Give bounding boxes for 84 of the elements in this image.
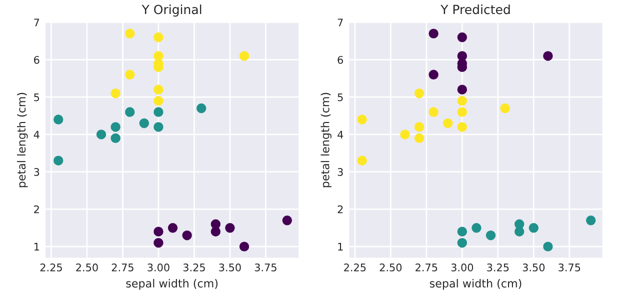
point bbox=[457, 226, 468, 236]
y-tick-label: 7 bbox=[338, 18, 343, 26]
x-tick-label: 2.50 bbox=[380, 264, 402, 272]
point bbox=[457, 107, 468, 117]
x-tick-label: 3.50 bbox=[219, 264, 241, 272]
point bbox=[428, 28, 438, 38]
point bbox=[457, 32, 468, 42]
point bbox=[457, 96, 468, 106]
point bbox=[400, 130, 410, 140]
x-tick-label: 3.00 bbox=[451, 264, 474, 272]
x-axis-title: sepal width (cm) bbox=[430, 278, 522, 290]
x-tick-label: 2.75 bbox=[112, 264, 134, 272]
point bbox=[154, 122, 164, 132]
y-tick-label: 7 bbox=[34, 18, 40, 26]
y-tick-label: 4 bbox=[34, 130, 40, 138]
point bbox=[586, 216, 596, 226]
chart-title: Y Original bbox=[142, 4, 202, 17]
x-tick-label: 3.75 bbox=[254, 264, 276, 272]
y-tick-label: 6 bbox=[338, 56, 343, 64]
x-tick-label: 2.25 bbox=[344, 264, 366, 272]
y-tick-label: 1 bbox=[338, 242, 343, 251]
x-tick-label: 3.25 bbox=[183, 264, 205, 272]
point bbox=[154, 84, 164, 94]
point bbox=[457, 238, 468, 248]
point bbox=[110, 122, 120, 132]
point bbox=[225, 223, 235, 233]
point bbox=[528, 223, 539, 233]
point bbox=[125, 70, 135, 80]
point bbox=[428, 70, 438, 80]
point bbox=[154, 107, 164, 117]
y-tick-label: 4 bbox=[338, 130, 344, 138]
x-axis-title: sepal width (cm) bbox=[126, 278, 218, 290]
x-tick-label: 3.00 bbox=[148, 264, 170, 272]
x-tick-label: 3.75 bbox=[558, 264, 580, 272]
y-axis-title: petal length (cm) bbox=[17, 92, 28, 188]
y-tick-label: 3 bbox=[338, 168, 343, 176]
point bbox=[428, 107, 438, 117]
point bbox=[125, 28, 135, 38]
point bbox=[154, 238, 164, 248]
point bbox=[514, 226, 524, 236]
point bbox=[125, 107, 135, 117]
point bbox=[110, 133, 120, 144]
point bbox=[282, 216, 292, 226]
point bbox=[472, 223, 482, 233]
point bbox=[239, 242, 250, 252]
y-tick-label: 6 bbox=[34, 56, 40, 64]
y-axis-title: petal length (cm) bbox=[320, 92, 332, 188]
point bbox=[182, 230, 192, 240]
y-tick-label: 5 bbox=[338, 93, 343, 102]
y-tick-label: 3 bbox=[34, 168, 40, 176]
x-tick-label: 2.75 bbox=[416, 264, 438, 272]
point bbox=[443, 118, 453, 128]
point bbox=[96, 130, 106, 140]
point bbox=[54, 114, 64, 124]
x-tick-label: 2.50 bbox=[76, 264, 98, 272]
point bbox=[357, 156, 367, 166]
point bbox=[543, 242, 553, 252]
point bbox=[414, 122, 424, 132]
point bbox=[154, 32, 164, 42]
point bbox=[414, 133, 424, 144]
point bbox=[168, 223, 178, 233]
x-tick-label: 3.50 bbox=[522, 264, 545, 272]
y-tick-label: 1 bbox=[34, 242, 39, 251]
point bbox=[500, 103, 510, 114]
point bbox=[154, 96, 164, 106]
point bbox=[154, 226, 164, 236]
point bbox=[543, 51, 553, 61]
point bbox=[110, 88, 120, 98]
y-tick-label: 2 bbox=[338, 205, 343, 214]
chart-title: Y Predicted bbox=[440, 4, 510, 14]
point bbox=[196, 103, 206, 114]
point bbox=[239, 51, 250, 61]
point bbox=[210, 226, 221, 236]
point bbox=[414, 88, 424, 98]
point bbox=[486, 230, 496, 240]
point bbox=[357, 114, 367, 124]
point bbox=[457, 84, 468, 94]
y-tick-label: 5 bbox=[34, 93, 40, 102]
point bbox=[457, 122, 468, 132]
point bbox=[139, 118, 150, 128]
point bbox=[54, 156, 64, 166]
y-tick-label: 2 bbox=[34, 205, 39, 214]
x-tick-label: 3.25 bbox=[487, 264, 509, 272]
x-tick-label: 2.25 bbox=[40, 264, 62, 272]
